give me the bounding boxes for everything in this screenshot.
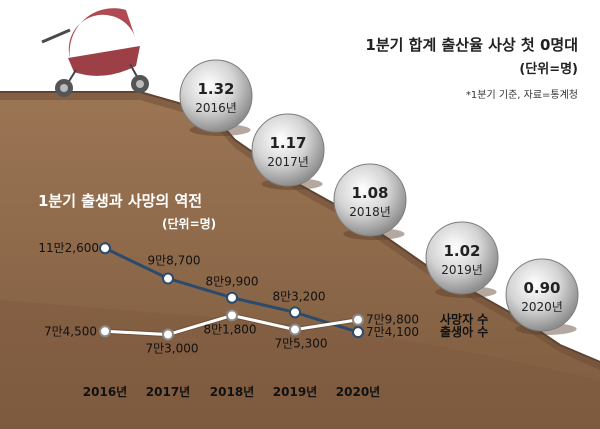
data-label: 8만9,900 [205,275,258,289]
data-label: 7만5,300 [274,337,327,351]
data-point [352,313,364,326]
data-point [289,306,301,319]
line-chart: 11만2,600 9만8,700 8만9,900 8만3,200 7만4,100 출생아 … [38,241,488,355]
x-axis: 2016년 2017년 2018년 2019년 2020년 [83,385,380,399]
ball-value-label: 1.17 [269,134,306,152]
ball-mark [333,163,407,237]
data-point [226,291,238,304]
data-label: 11만2,600 [38,241,99,255]
data-label: 7만4,500 [44,324,97,338]
ball-year-label: 2019년 [441,263,483,277]
data-label: 9만8,700 [147,254,200,268]
hill-fill [0,92,600,429]
ball-mark [425,221,499,295]
x-tick-label: 2018년 [210,385,254,399]
x-tick-label: 2016년 [83,385,127,399]
ball-year-label: 2018년 [349,205,391,219]
top-chart-note: *1분기 기준, 자료=통계청 [466,89,578,101]
top-chart-title: 1분기 합계 출산율 사상 첫 0명대 [365,36,578,54]
data-point [162,328,174,341]
series-name-label: 출생아 수 [440,324,488,339]
ball-mark [505,258,579,332]
ball-mark [251,113,325,187]
data-label: 7만4,100 [366,325,419,339]
data-point [352,326,364,339]
data-point [99,325,111,338]
data-label: 7만3,000 [145,342,198,356]
fertility-balls: 1.32 2016년 1.17 2017년 1.08 2018년 1.02 2019년 0.90… [179,59,579,335]
ball-year-label: 2016년 [195,101,237,115]
series-name-label: 사망자 수 [440,312,488,327]
fertility-ball: 1.02 2019년 [425,221,499,298]
ball-value-label: 1.02 [443,242,480,260]
stroller-basket [68,46,140,76]
ball-mark [179,59,253,133]
data-point [289,323,301,336]
ball-year-label: 2017년 [267,155,309,169]
stroller-handle [41,28,71,44]
data-point [99,242,111,255]
stroller-illustration [41,8,149,97]
deaths-series: 7만4,500 7만3,000 8만1,800 7만5,300 7만9,800 사망자 수 [44,309,488,356]
top-chart-unit: (단위=명) [519,61,578,77]
data-label: 8만3,200 [272,289,325,303]
fertility-ball: 1.32 2016년 [179,59,253,136]
data-label: 7만9,800 [366,313,419,327]
x-tick-label: 2020년 [336,385,380,399]
x-tick-label: 2017년 [146,385,190,399]
data-label: 8만1,800 [203,322,256,336]
ball-value-label: 0.90 [523,279,560,297]
births-series: 11만2,600 9만8,700 8만9,900 8만3,200 7만4,100 출생아 … [38,241,488,339]
ball-value-label: 1.08 [351,184,388,202]
x-tick-label: 2019년 [273,385,317,399]
ball-value-label: 1.32 [197,80,234,98]
bottom-chart-unit: (단위=명) [162,216,216,231]
fertility-ball: 0.90 2020년 [505,258,579,335]
data-point [162,272,174,285]
bottom-chart-title: 1분기 출생과 사망의 역전 [38,192,202,210]
ball-year-label: 2020년 [521,300,563,314]
fertility-ball: 1.17 2017년 [251,113,325,190]
fertility-ball: 1.08 2018년 [333,163,407,240]
data-point [226,309,238,322]
